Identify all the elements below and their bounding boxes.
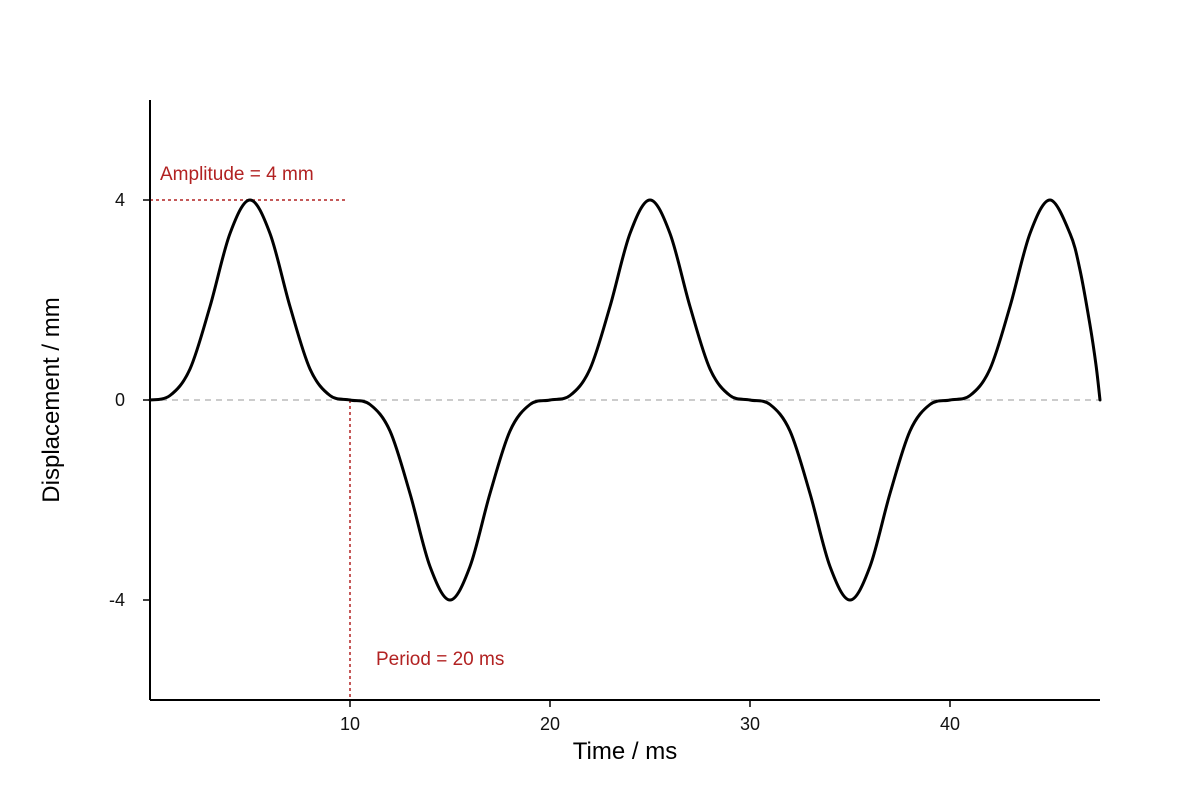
x-tick-label: 30 bbox=[740, 714, 760, 734]
displacement-series-line bbox=[148, 198, 1102, 602]
x-axis-ticks: 10 20 30 40 bbox=[340, 700, 960, 734]
y-tick-label: 4 bbox=[115, 190, 125, 210]
amplitude-annotation: Amplitude = 4 mm bbox=[160, 164, 314, 185]
y-tick-label: -4 bbox=[109, 590, 125, 610]
y-tick-label: 0 bbox=[115, 390, 125, 410]
x-tick-label: 40 bbox=[940, 714, 960, 734]
x-tick-label: 20 bbox=[540, 714, 560, 734]
y-axis-title: Displacement / mm bbox=[38, 297, 65, 502]
series-layer bbox=[148, 198, 1102, 602]
reference-lines bbox=[150, 199, 1100, 700]
x-tick-label: 10 bbox=[340, 714, 360, 734]
y-axis-ticks: -4 0 4 bbox=[109, 190, 150, 610]
period-annotation: Period = 20 ms bbox=[376, 649, 504, 670]
x-axis-title: Time / ms bbox=[573, 738, 677, 765]
